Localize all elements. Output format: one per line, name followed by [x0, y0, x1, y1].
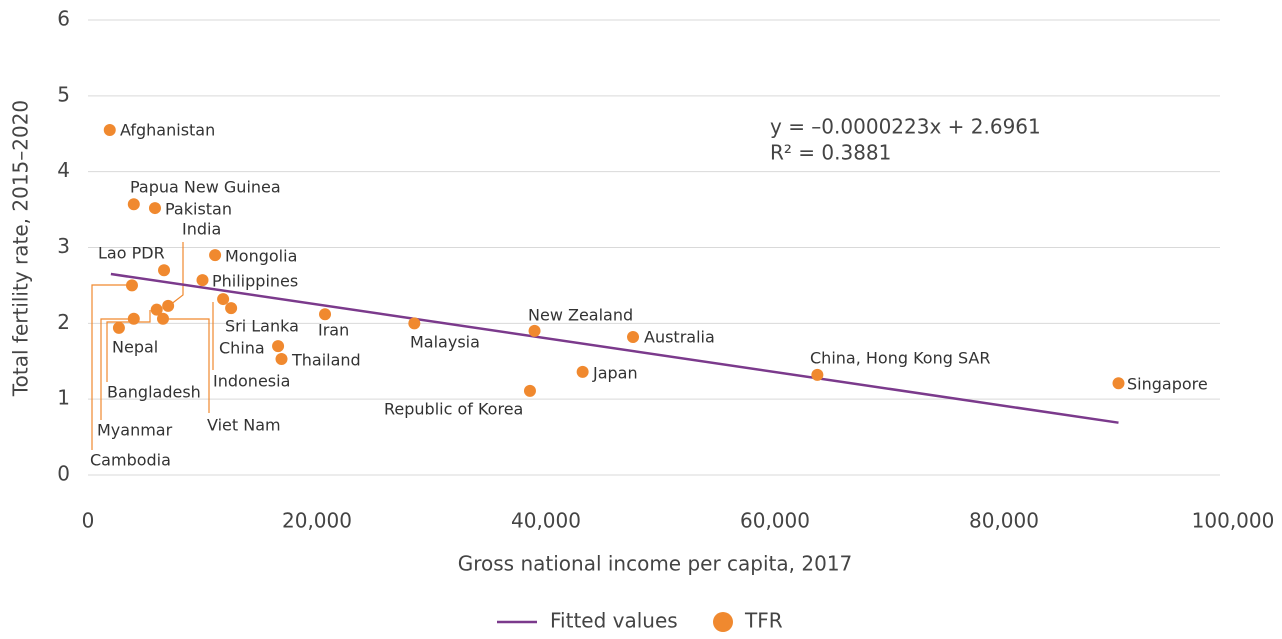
point	[162, 299, 175, 312]
point-label: Australia	[644, 328, 715, 347]
point-label: Nepal	[112, 338, 158, 357]
y-tick-label: 4	[57, 158, 70, 182]
point-label: Sri Lanka	[225, 317, 299, 336]
point	[150, 303, 163, 316]
legend-label: Fitted values	[550, 609, 678, 633]
point-label: China	[219, 339, 265, 358]
point	[196, 274, 209, 287]
point-label: Philippines	[212, 272, 298, 291]
point	[275, 352, 288, 365]
point-label: China, Hong Kong SAR	[810, 349, 990, 368]
x-tick-label: 0	[82, 509, 95, 533]
leader-line	[91, 284, 126, 450]
r-squared: R² = 0.3881	[770, 141, 891, 165]
point	[408, 317, 421, 330]
point-label: Iran	[318, 321, 349, 340]
point	[156, 312, 169, 325]
x-tick-label: 100,000	[1192, 509, 1275, 533]
point-label: India	[182, 220, 221, 239]
leader-line	[169, 242, 184, 306]
point-label: Cambodia	[90, 451, 171, 470]
point-label: Japan	[592, 364, 638, 383]
point	[127, 312, 140, 325]
point-label: Mongolia	[225, 247, 297, 266]
point	[148, 202, 161, 215]
point-label: Indonesia	[213, 372, 290, 391]
point-label: Papua New Guinea	[130, 178, 281, 197]
x-tick-label: 80,000	[969, 509, 1039, 533]
point	[217, 293, 230, 306]
y-tick-label: 6	[57, 7, 70, 31]
y-tick-label: 2	[57, 310, 70, 334]
point-label: Thailand	[291, 351, 361, 370]
point	[627, 330, 640, 343]
x-tick-label: 60,000	[740, 509, 810, 533]
point	[158, 264, 171, 277]
point	[125, 279, 138, 292]
point	[528, 324, 541, 337]
point-label: Singapore	[1127, 375, 1208, 394]
point	[272, 340, 285, 353]
point	[103, 123, 116, 136]
point	[811, 368, 824, 381]
fitted-line	[110, 272, 1119, 424]
point-label: Myanmar	[97, 421, 173, 440]
point	[576, 365, 589, 378]
point-label: Republic of Korea	[384, 400, 523, 419]
y-tick-label: 5	[57, 82, 70, 106]
point-label: Pakistan	[165, 200, 232, 219]
x-axis-title: Gross national income per capita, 2017	[458, 552, 853, 576]
x-tick-label: 40,000	[511, 509, 581, 533]
point	[127, 198, 140, 211]
x-tick-label: 20,000	[282, 509, 352, 533]
point-label: Afghanistan	[120, 121, 215, 140]
point	[1112, 377, 1125, 390]
legend-marker	[713, 612, 733, 632]
y-tick-label: 3	[57, 234, 70, 258]
point	[319, 308, 332, 321]
point-label: Malaysia	[410, 333, 480, 352]
point	[225, 302, 238, 315]
legend-label: TFR	[744, 609, 783, 633]
y-tick-label: 0	[57, 462, 70, 486]
point	[112, 321, 125, 334]
equation: y = –0.0000223x + 2.6961	[770, 115, 1041, 139]
leader-line	[100, 318, 128, 420]
point-label: Bangladesh	[107, 383, 201, 402]
point-label: Lao PDR	[98, 244, 165, 263]
y-axis-title: Total fertility rate, 2015–2020	[9, 100, 33, 397]
point-label: Viet Nam	[207, 416, 281, 435]
leader-line	[169, 318, 210, 413]
point	[523, 384, 536, 397]
leader-line	[106, 310, 151, 382]
y-tick-label: 1	[57, 386, 70, 410]
point	[209, 249, 222, 262]
point-label: New Zealand	[528, 306, 633, 325]
